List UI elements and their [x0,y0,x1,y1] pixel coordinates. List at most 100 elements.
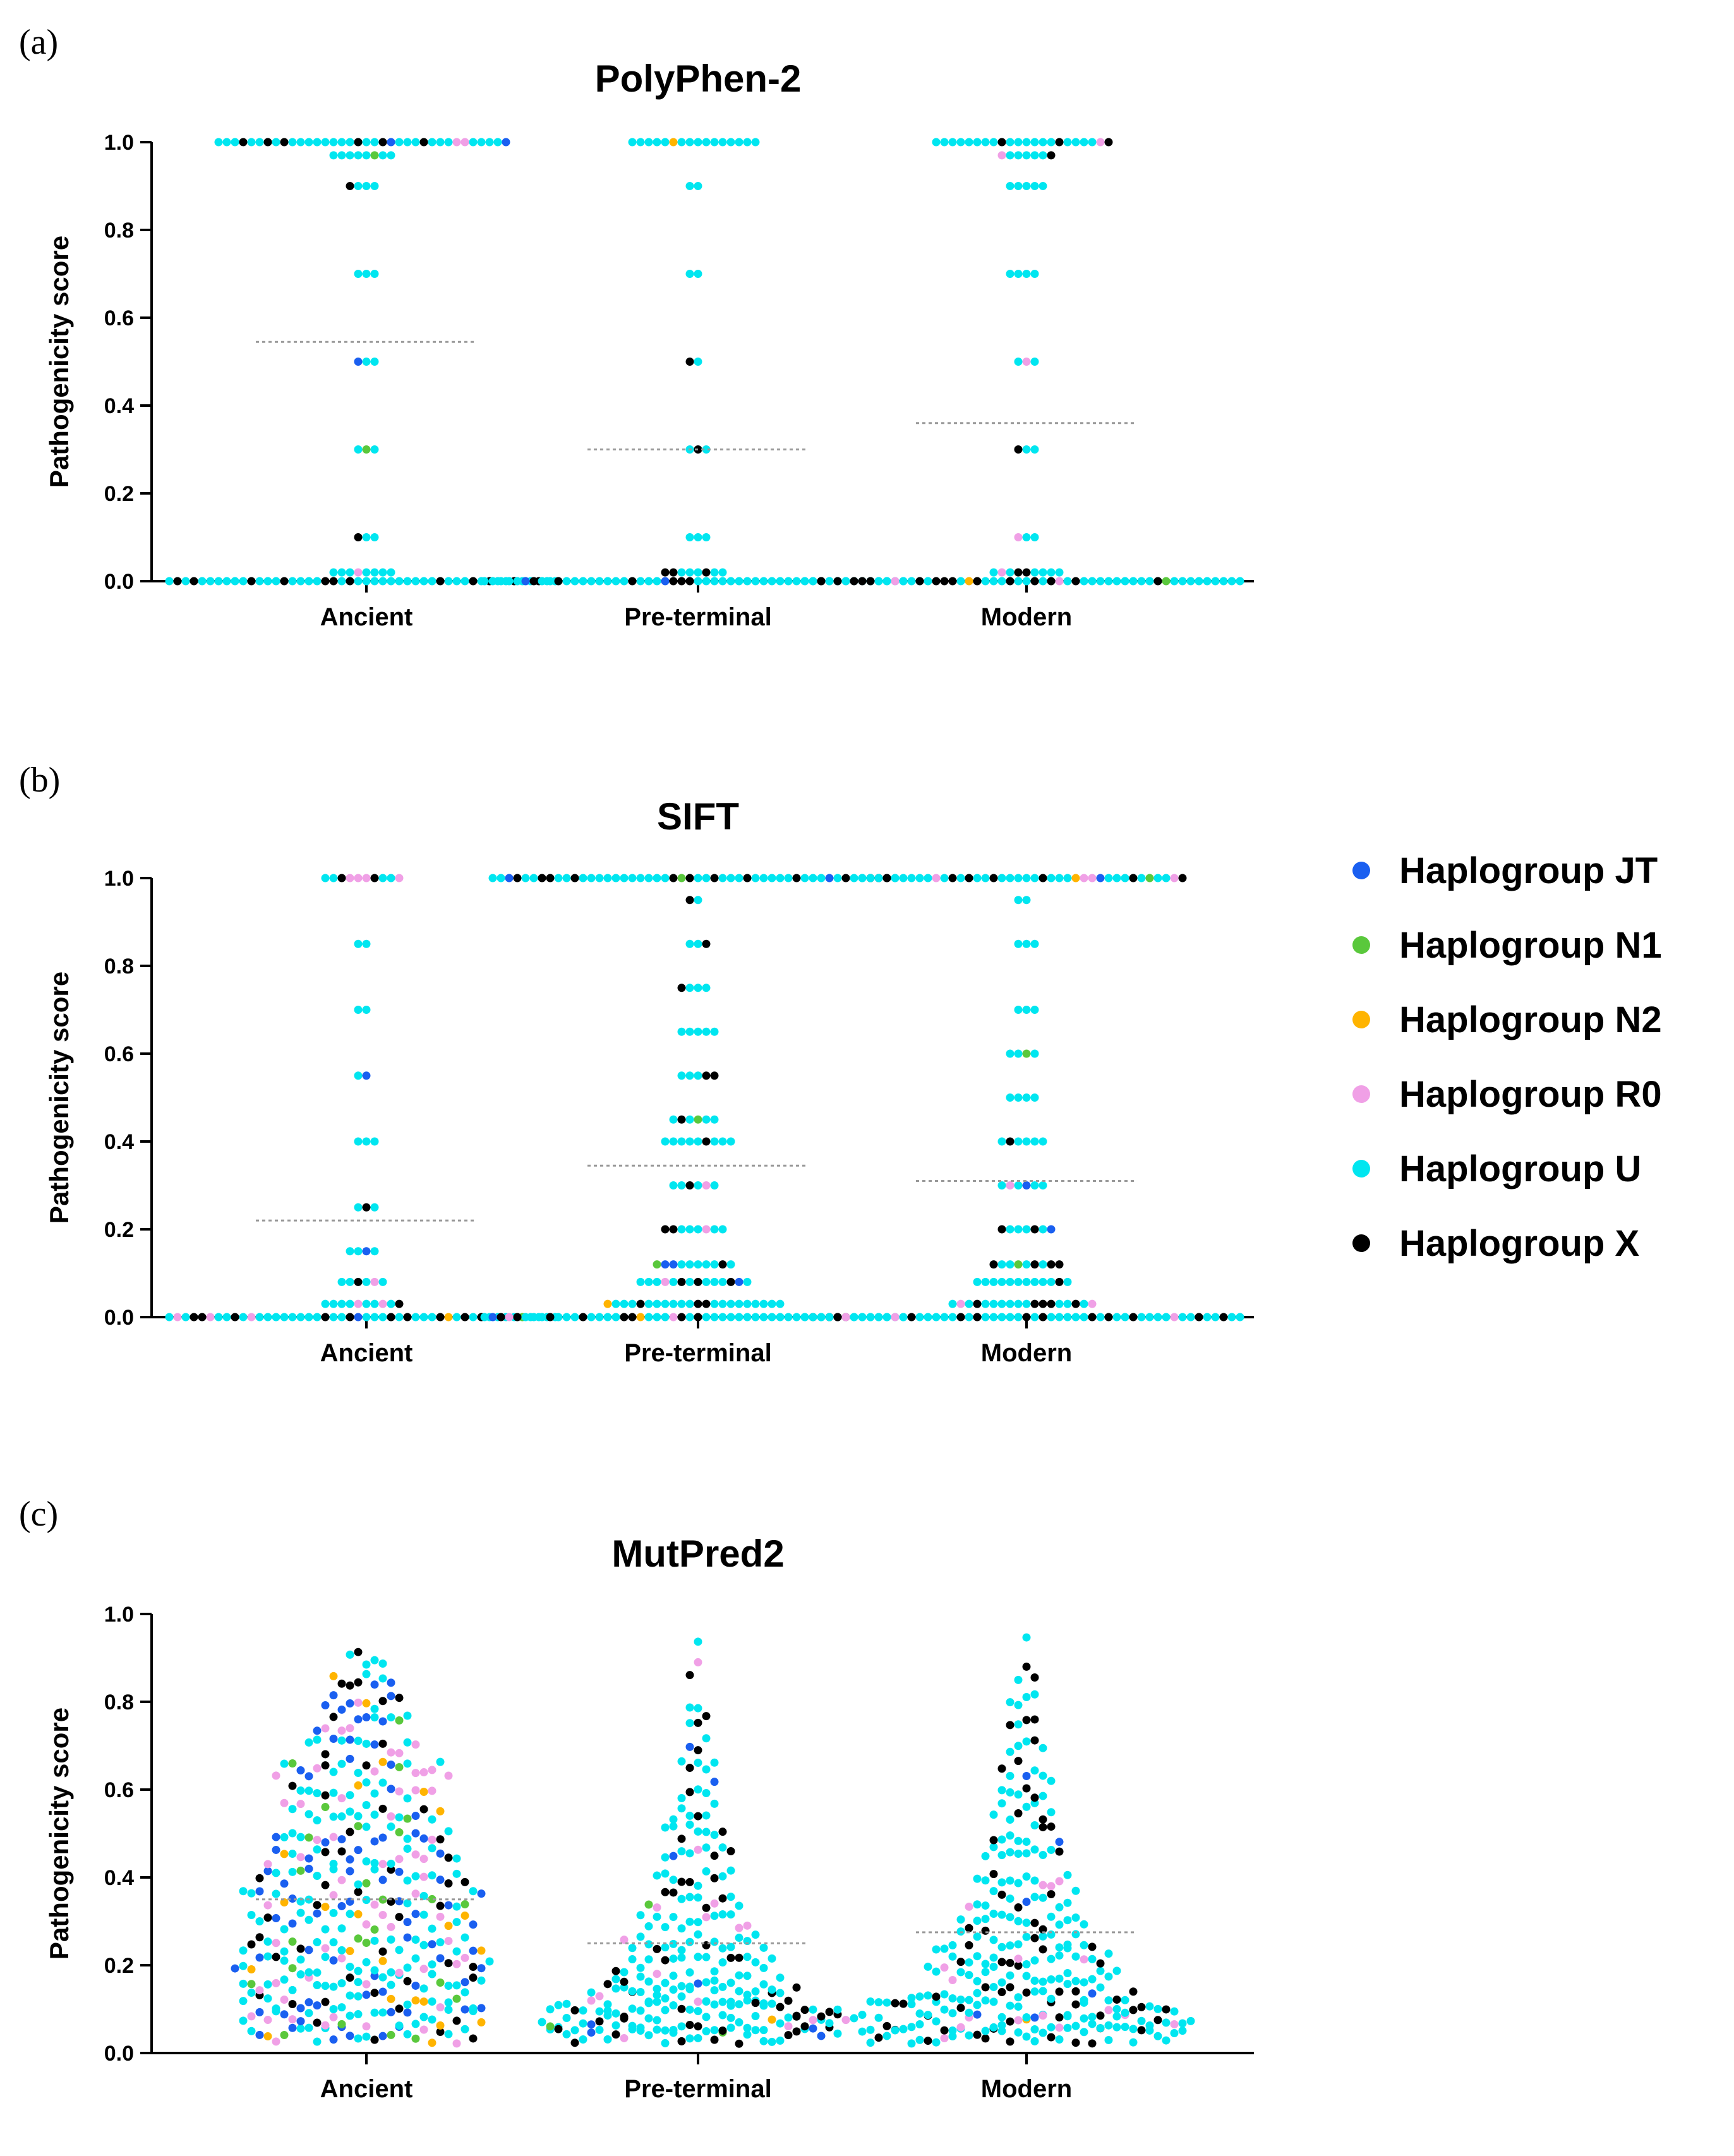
data-point [222,1313,231,1322]
y-tick-label: 0.4 [104,1130,134,1154]
data-point [329,1982,338,1991]
data-point [620,2033,629,2042]
panel-b: (b) SIFT 0.00.20.40.60.81.0Pathogenicity… [19,761,1254,1367]
data-point [751,1999,760,2008]
data-point [981,1996,990,2005]
data-point [337,151,346,160]
data-point [1022,1633,1031,1642]
panel-a: (a) PolyPhen-2 0.00.20.40.60.81.0Pathoge… [19,23,1254,631]
x-tick-label: Ancient [320,603,413,631]
data-point [718,577,727,586]
data-point [653,1970,661,1978]
data-point [1006,2001,1015,2010]
data-point [362,939,371,948]
data-point [428,1924,437,1933]
data-point [280,1833,289,1841]
data-point [882,2032,891,2040]
data-point [497,577,505,586]
data-point [661,138,670,147]
data-point [280,2030,289,2039]
data-point [354,1880,363,1889]
data-point [759,1943,768,1952]
legend-label: Haplogroup X [1399,1223,1640,1264]
data-point [362,1670,371,1678]
data-point [362,138,371,147]
data-point [685,1071,694,1080]
data-point [546,577,555,586]
data-point [735,1924,744,1932]
data-point [932,138,941,147]
data-point [354,1812,363,1821]
data-point [354,1846,363,1855]
data-point [1014,1701,1023,1709]
data-point [595,577,604,586]
data-point [907,2039,916,2048]
data-point [313,1968,322,1977]
data-point [694,2007,702,2016]
data-point [337,1835,346,1844]
data-point [661,874,670,882]
data-point [636,1299,645,1308]
data-point [354,1781,363,1790]
chart-title-a: PolyPhen-2 [595,57,802,100]
data-point [694,1277,702,1286]
data-point [546,2022,555,2031]
data-point [1121,577,1129,586]
data-point [387,1980,395,1989]
data-point [239,1313,248,1322]
data-point [710,1986,719,1995]
data-point [891,1313,900,1322]
data-point [362,1713,371,1722]
data-point [1063,1916,1072,1925]
data-point [1039,1277,1047,1286]
data-point [653,2016,661,2025]
x-tick-label: Pre-terminal [624,1339,771,1367]
data-point [370,358,379,366]
data-point [1071,1952,1080,1961]
data-point [280,138,289,147]
data-point [751,1930,760,1939]
data-point [1014,1181,1023,1189]
data-point [726,1866,735,1875]
data-point [362,1920,371,1929]
data-point [1088,1299,1097,1308]
data-point [452,1947,461,1956]
data-point [370,568,379,577]
data-point [1186,577,1195,586]
data-point [710,1181,719,1189]
data-point [866,874,875,882]
data-point [710,1277,719,1286]
data-point [669,577,678,586]
data-point [419,1313,428,1322]
data-point [502,138,510,147]
data-point [685,939,694,948]
data-point [321,1791,330,1800]
data-point [1039,2028,1047,2037]
data-point [685,270,694,278]
data-point [694,138,702,147]
data-point [997,577,1006,586]
data-point [669,1225,678,1234]
data-point [1030,1277,1039,1286]
data-point [321,577,330,586]
data-point [792,1313,801,1322]
data-point [1030,1690,1039,1699]
data-point [726,2013,735,2022]
data-point [702,1115,711,1124]
data-point [1022,1988,1031,1997]
legend-label: Haplogroup N1 [1399,925,1662,966]
data-point [231,138,239,147]
data-point [948,2026,957,2035]
data-point [644,2014,653,2023]
data-point [354,1299,363,1308]
data-point [1039,1977,1047,1986]
data-point [206,1313,215,1322]
data-point [956,1915,965,1924]
y-tick-label: 0.8 [104,955,134,979]
data-point [378,1757,387,1766]
data-point [1006,270,1015,278]
data-point [694,1181,702,1189]
data-point [428,1835,437,1844]
data-point [263,138,272,147]
data-point [973,874,982,882]
